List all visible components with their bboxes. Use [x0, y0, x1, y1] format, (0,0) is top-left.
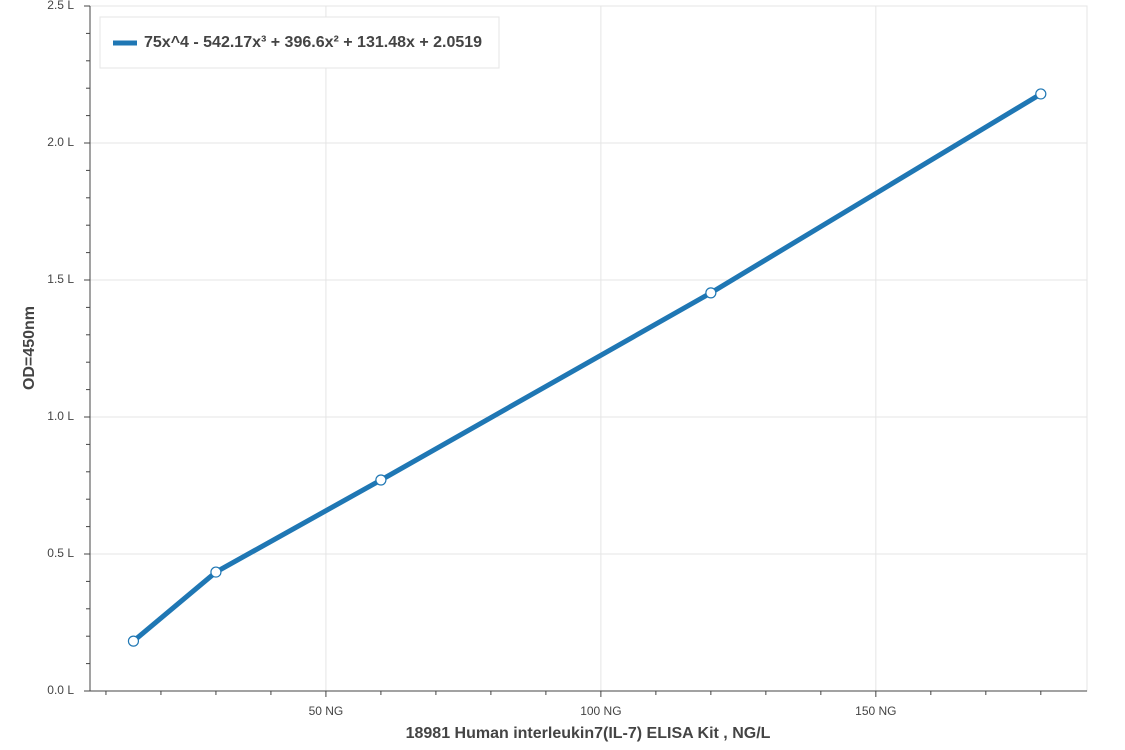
- x-tick-label: 150 NG: [855, 704, 896, 718]
- x-axis-label: 18981 Human interleukin7(IL-7) ELISA Kit…: [406, 725, 771, 742]
- legend-label: 75x^4 - 542.17x³ + 396.6x² + 131.48x + 2…: [144, 34, 482, 51]
- data-point: [1035, 88, 1047, 100]
- y-tick-label: 1.5 L: [47, 272, 74, 286]
- data-point: [210, 566, 222, 578]
- y-tick-label: 2.5 L: [47, 0, 74, 12]
- data-point: [375, 474, 387, 486]
- y-tick-label: 0.5 L: [47, 546, 74, 560]
- series-line: [131, 91, 1043, 644]
- plot-frame: [89, 5, 1088, 692]
- y-tick-label: 0.0 L: [47, 683, 74, 697]
- legend-box: [99, 16, 500, 69]
- y-tick-label: 1.0 L: [47, 409, 74, 423]
- y-tick-label: 2.0 L: [47, 135, 74, 149]
- x-tick-label: 50 NG: [309, 704, 344, 718]
- data-point: [705, 287, 717, 299]
- y-axis-label: OD=450nm: [21, 306, 38, 390]
- data-point: [127, 635, 140, 647]
- x-tick-label: 100 NG: [580, 704, 621, 718]
